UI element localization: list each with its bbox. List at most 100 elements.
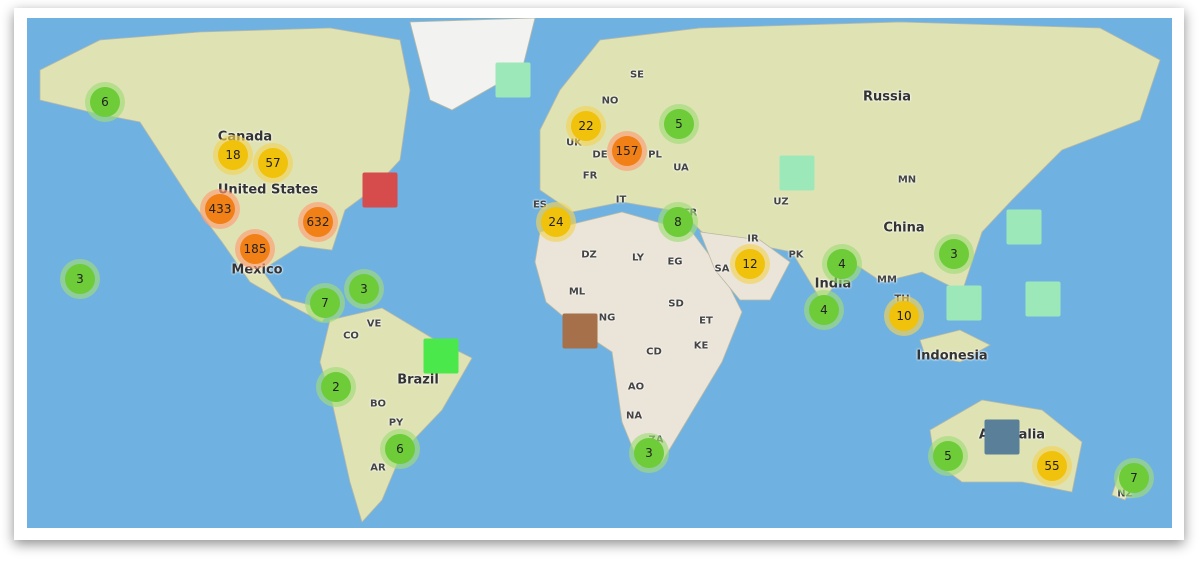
landmass-greenland (409, 18, 536, 111)
place-label: NG (598, 312, 616, 324)
cluster-count: 3 (939, 239, 969, 269)
place-label: AO (627, 381, 645, 393)
cluster-marker[interactable]: 3 (629, 433, 669, 473)
cluster-count: 6 (385, 434, 415, 464)
cluster-count: 3 (349, 274, 379, 304)
place-label: LY (631, 252, 645, 264)
cluster-count: 433 (205, 194, 235, 224)
place-label: UZ (773, 196, 789, 208)
cluster-marker[interactable]: 5 (928, 436, 968, 476)
cluster-marker[interactable]: 10 (884, 296, 924, 336)
cluster-count: 6 (90, 87, 120, 117)
place-label: KE (693, 340, 709, 352)
cluster-count: 632 (303, 207, 333, 237)
landmass-borneo (919, 329, 991, 363)
basemap (39, 18, 1161, 523)
place-label: PL (648, 149, 662, 161)
cluster-count: 10 (889, 301, 919, 331)
cluster-marker[interactable]: 433 (200, 189, 240, 229)
cluster-count: 57 (258, 148, 288, 178)
world-map[interactable]: Russia Canada United States Mexico Brazil Chi… (27, 18, 1172, 528)
place-label: ML (568, 286, 586, 298)
place-label: MM (877, 274, 897, 286)
place-label: MN (897, 174, 917, 186)
cluster-marker[interactable]: 632 (298, 202, 338, 242)
cluster-marker[interactable]: 12 (730, 244, 770, 284)
landmass-north-america (39, 27, 411, 323)
cluster-marker[interactable]: 3 (934, 234, 974, 274)
place-label: ES (532, 199, 548, 211)
region-marker[interactable] (562, 313, 598, 349)
cluster-marker[interactable]: 3 (344, 269, 384, 309)
place-label: IR (747, 233, 759, 245)
place-label: FR (582, 170, 598, 182)
cluster-marker[interactable]: 6 (85, 82, 125, 122)
place-label: SA (714, 263, 730, 275)
cluster-count: 157 (612, 136, 642, 166)
cluster-marker[interactable]: 22 (566, 106, 606, 146)
place-label: UK (566, 137, 582, 149)
place-label: VE (366, 318, 382, 330)
place-label: IT (615, 194, 627, 206)
cluster-count: 8 (663, 207, 693, 237)
region-marker[interactable] (423, 338, 459, 374)
cluster-count: 3 (65, 264, 95, 294)
place-label: Indonesia (916, 348, 988, 364)
cluster-marker[interactable]: 6 (380, 429, 420, 469)
cluster-count: 7 (1119, 463, 1149, 493)
cluster-marker[interactable]: 57 (253, 143, 293, 183)
region-marker[interactable] (946, 285, 982, 321)
cluster-count: 4 (827, 249, 857, 279)
place-label: PK (788, 249, 804, 261)
place-label: China (883, 220, 925, 236)
cluster-count: 5 (664, 109, 694, 139)
place-label: CD (646, 346, 662, 358)
cluster-marker[interactable]: 7 (305, 283, 345, 323)
cluster-marker[interactable]: 157 (607, 131, 647, 171)
place-label: NO (601, 95, 619, 107)
region-marker[interactable] (495, 62, 531, 98)
cluster-marker[interactable]: 185 (235, 229, 275, 269)
place-label: UA (673, 162, 689, 174)
cluster-count: 24 (541, 207, 571, 237)
region-marker[interactable] (1006, 209, 1042, 245)
place-label: SE (629, 69, 645, 81)
cluster-marker[interactable]: 3 (60, 259, 100, 299)
cluster-count: 4 (809, 295, 839, 325)
place-label: CO (343, 330, 359, 342)
place-label: AR (370, 462, 386, 474)
place-label: NA (625, 410, 643, 422)
place-label: United States (217, 182, 319, 198)
cluster-count: 12 (735, 249, 765, 279)
cluster-marker[interactable]: 24 (536, 202, 576, 242)
cluster-marker[interactable]: 2 (316, 367, 356, 407)
cluster-count: 7 (310, 288, 340, 318)
cluster-marker[interactable]: 5 (659, 104, 699, 144)
place-label: Brazil (397, 372, 439, 388)
region-marker[interactable] (1025, 281, 1061, 317)
region-marker[interactable] (362, 172, 398, 208)
region-marker[interactable] (984, 419, 1020, 455)
cluster-count: 55 (1037, 451, 1067, 481)
place-label: SD (668, 298, 684, 310)
place-label: BO (369, 398, 387, 410)
place-label: ET (699, 315, 713, 327)
cluster-count: 185 (240, 234, 270, 264)
place-label: DE (592, 149, 608, 161)
cluster-count: 18 (218, 140, 248, 170)
cluster-marker[interactable]: 4 (804, 290, 844, 330)
cluster-marker[interactable]: 8 (658, 202, 698, 242)
cluster-marker[interactable]: 7 (1114, 458, 1154, 498)
cluster-count: 5 (933, 441, 963, 471)
cluster-count: 2 (321, 372, 351, 402)
cluster-marker[interactable]: 18 (213, 135, 253, 175)
place-label: EG (667, 256, 683, 268)
cluster-count: 22 (571, 111, 601, 141)
place-label: PY (388, 417, 404, 429)
cluster-marker[interactable]: 55 (1032, 446, 1072, 486)
place-label: DZ (581, 249, 597, 261)
cluster-count: 3 (634, 438, 664, 468)
region-marker[interactable] (779, 155, 815, 191)
cluster-marker[interactable]: 4 (822, 244, 862, 284)
place-label: Russia (863, 89, 911, 105)
